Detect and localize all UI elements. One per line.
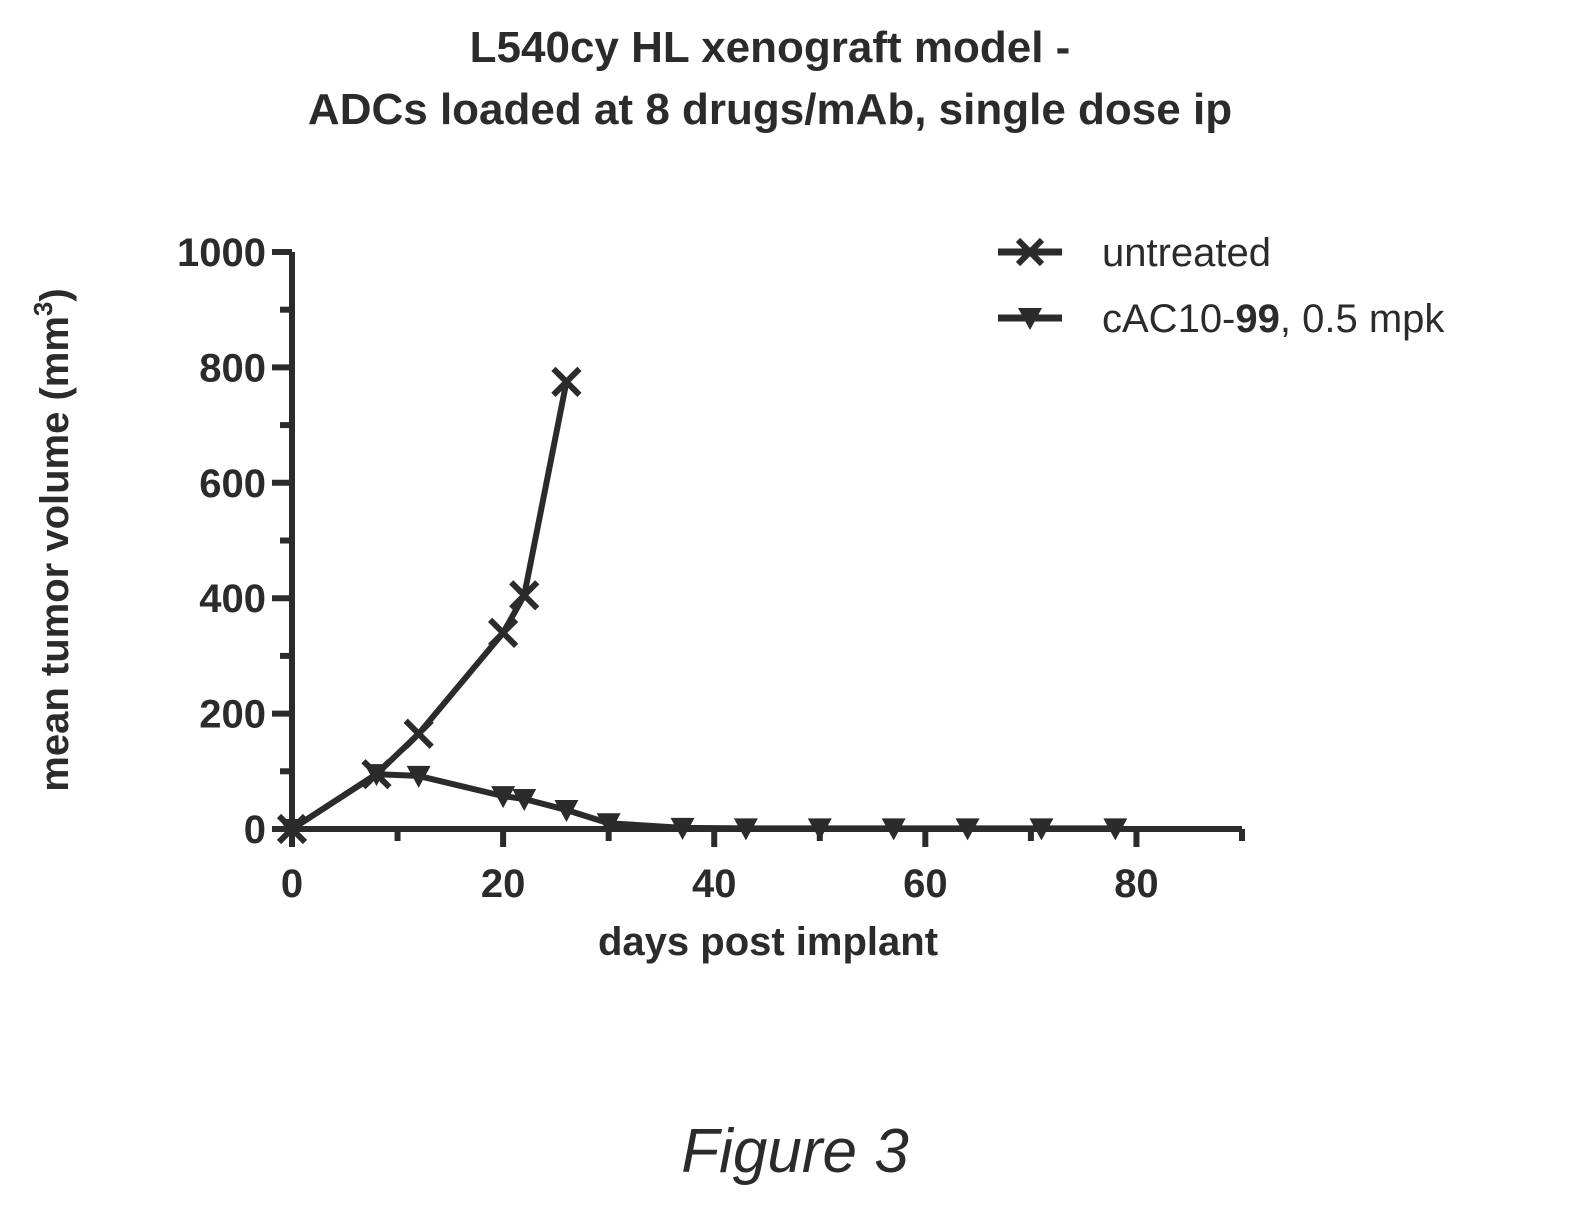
legend-label-cac10-suffix: , 0.5 mpk [1280, 297, 1446, 341]
data-point-cac10 [1103, 818, 1128, 841]
y-tick-label: 400 [199, 577, 266, 621]
chart-title: L540cy HL xenograft model - [470, 23, 1071, 72]
data-point-untreated [509, 580, 540, 611]
data-point-cac10 [491, 786, 516, 809]
chart-subtitle: ADCs loaded at 8 drugs/mAb, single dose … [308, 85, 1232, 134]
y-tick-label: 0 [244, 808, 266, 852]
data-point-cac10 [554, 799, 579, 822]
legend: untreated cAC10-99, 0.5 mpk [998, 231, 1445, 341]
legend-label-untreated: untreated [1102, 231, 1271, 275]
data-point-cac10 [733, 818, 758, 841]
x-tick-label: 80 [1114, 862, 1159, 906]
x-axis-label: days post implant [598, 920, 938, 964]
data-point-cac10 [596, 813, 621, 836]
data-point-untreated [403, 718, 434, 749]
series-layer [276, 366, 1128, 845]
y-axis-label-main: mean tumor volume (mm [33, 316, 77, 792]
data-point-cac10 [881, 818, 906, 841]
legend-marker-untreated [1015, 237, 1045, 267]
data-point-cac10 [670, 817, 695, 840]
series-line-untreated [290, 381, 570, 832]
data-point-cac10 [512, 788, 537, 811]
x-tick-label: 20 [481, 862, 526, 906]
data-point-untreated [361, 759, 392, 790]
data-point-untreated [276, 813, 308, 845]
figure-caption: Figure 3 [681, 1117, 908, 1186]
legend-label-cac10-prefix: cAC10- [1102, 297, 1235, 341]
y-tick-label: 800 [199, 346, 266, 390]
y-axis-label-suffix: ) [33, 288, 77, 301]
legend-label-cac10: cAC10-99, 0.5 mpk [1102, 297, 1445, 341]
data-point-untreated [551, 366, 582, 397]
x-tick-label: 40 [692, 862, 737, 906]
y-axis-label-superscript: 3 [28, 302, 58, 316]
data-point-untreated [487, 617, 519, 648]
x-tick-label: 60 [903, 862, 948, 906]
y-axis-label: mean tumor volume (mm3) [28, 288, 77, 791]
legend-marker-cac10 [1018, 308, 1042, 330]
data-point-cac10 [406, 765, 431, 788]
data-point-cac10 [955, 818, 980, 841]
data-point-cac10 [1029, 818, 1054, 841]
legend-label-cac10-bold: 99 [1235, 297, 1280, 341]
series-line-cac10 [290, 771, 1116, 832]
x-tick-label: 0 [281, 862, 303, 906]
y-tick-label: 200 [199, 693, 266, 737]
data-point-cac10 [807, 818, 832, 841]
y-tick-label: 600 [199, 462, 266, 506]
y-tick-label: 1000 [177, 231, 266, 275]
